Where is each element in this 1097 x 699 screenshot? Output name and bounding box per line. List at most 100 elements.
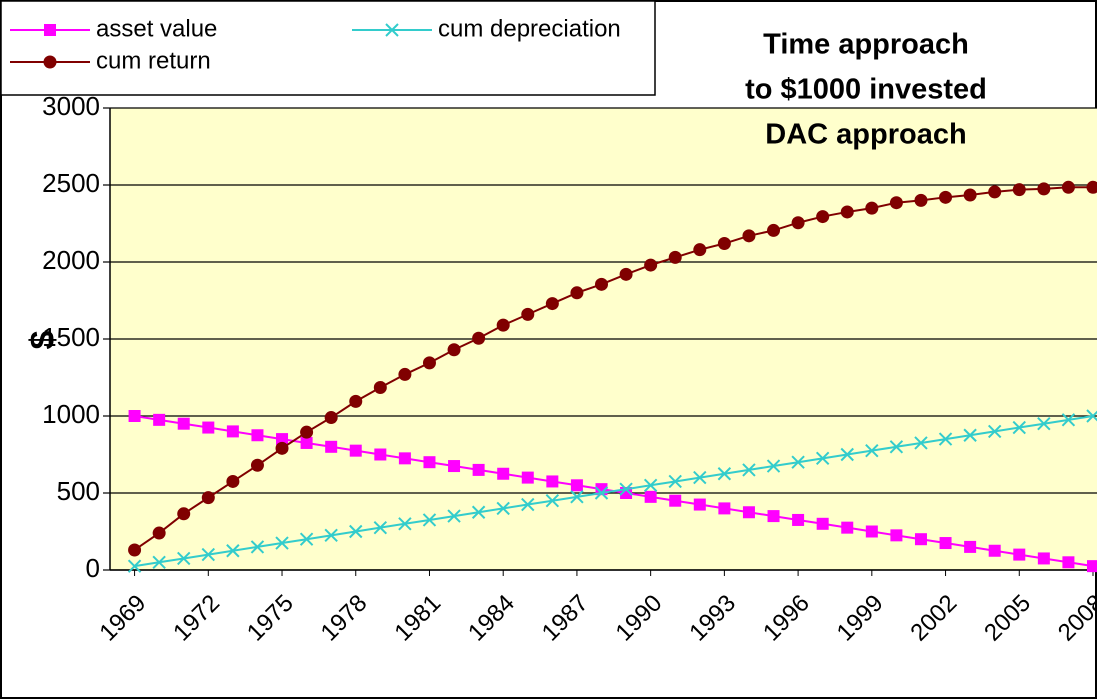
marker (447, 509, 461, 523)
marker (718, 502, 731, 515)
marker (276, 433, 289, 446)
marker (423, 456, 436, 469)
marker (152, 555, 166, 570)
marker (472, 463, 485, 476)
y-tick-label: 2500 (42, 168, 100, 198)
marker (471, 505, 486, 519)
marker (349, 444, 362, 457)
marker (693, 470, 707, 485)
marker (669, 494, 682, 507)
marker (890, 529, 903, 542)
marker (816, 210, 830, 224)
marker (619, 482, 633, 496)
marker (349, 394, 363, 408)
marker (595, 277, 608, 291)
marker (914, 193, 928, 207)
marker (275, 536, 289, 550)
series (128, 180, 1097, 557)
marker (497, 467, 510, 480)
marker (226, 544, 240, 558)
marker (767, 223, 781, 237)
marker (1012, 183, 1026, 197)
legend-label: asset value (96, 15, 217, 42)
marker (742, 506, 755, 519)
marker (1037, 416, 1051, 431)
marker (889, 440, 904, 454)
marker (668, 474, 682, 489)
marker (889, 196, 903, 210)
marker (177, 417, 190, 430)
marker (914, 533, 927, 546)
y-tick-label: 3000 (42, 91, 100, 121)
chart-title: DAC approach (765, 119, 966, 151)
marker (1037, 182, 1051, 196)
marker (521, 471, 534, 484)
marker (177, 507, 191, 521)
marker (447, 343, 461, 357)
y-axis-label: $ (24, 330, 62, 349)
marker (324, 411, 338, 425)
marker (545, 493, 560, 508)
marker (398, 452, 411, 465)
marker (840, 205, 854, 219)
marker (373, 381, 387, 395)
marker (385, 23, 399, 37)
marker (275, 441, 289, 455)
marker (202, 421, 215, 434)
marker (226, 474, 240, 488)
marker (496, 318, 510, 332)
marker (570, 490, 584, 504)
legend-label: cum depreciation (438, 15, 621, 42)
marker (791, 455, 805, 469)
series-line (134, 186, 1093, 551)
marker (521, 307, 535, 321)
marker (1061, 413, 1076, 427)
marker (300, 425, 314, 439)
marker (299, 532, 314, 546)
marker (250, 458, 264, 472)
marker (816, 517, 829, 530)
marker (988, 185, 1002, 199)
marker (398, 517, 412, 531)
marker (398, 367, 412, 381)
marker (324, 528, 338, 543)
marker (1086, 409, 1097, 423)
marker (644, 490, 657, 503)
marker (1013, 548, 1026, 561)
legend-label: cum return (96, 47, 211, 74)
marker (251, 429, 264, 442)
marker (201, 547, 216, 562)
marker (865, 443, 879, 458)
marker (546, 475, 559, 488)
marker (815, 451, 830, 466)
marker (1062, 556, 1075, 569)
marker (987, 424, 1002, 439)
marker (545, 297, 559, 311)
marker (693, 498, 706, 511)
marker (717, 237, 731, 251)
marker (840, 447, 854, 462)
marker (128, 543, 142, 557)
marker (792, 513, 805, 526)
marker (43, 55, 57, 69)
marker (939, 190, 953, 204)
marker (791, 216, 805, 230)
marker (594, 486, 609, 500)
chart-title: to $1000 invested (745, 74, 987, 106)
marker (152, 526, 166, 540)
y-tick-label: 0 (86, 553, 100, 583)
marker (496, 501, 510, 516)
chart-title: Time approach (763, 29, 969, 61)
marker (177, 551, 191, 566)
marker (1012, 420, 1026, 435)
marker (865, 525, 878, 538)
marker (422, 356, 436, 370)
marker (1037, 552, 1050, 565)
marker (668, 250, 682, 264)
marker (914, 436, 928, 450)
marker (693, 243, 707, 257)
marker (963, 188, 977, 202)
marker (865, 201, 879, 215)
marker (938, 432, 953, 446)
